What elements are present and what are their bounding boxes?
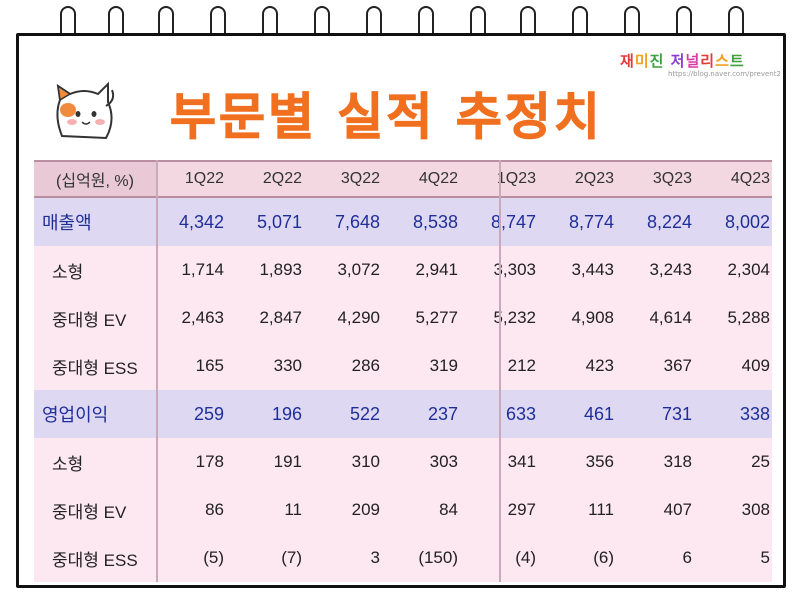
table-cell: 319: [429, 356, 458, 375]
row-label: 중대형 EV: [52, 310, 127, 330]
table-cell: (6): [593, 548, 614, 567]
table-row: 소형 178 191 310 303 341 356 318 25: [34, 438, 772, 486]
brand-logo: 재미진 저널리스트: [620, 52, 745, 70]
table-cell: 212: [507, 356, 536, 375]
table-cell: (5): [203, 548, 224, 567]
table-cell: (4): [515, 548, 536, 567]
table-cell: 338: [739, 403, 770, 424]
table-cell: 1,714: [181, 260, 224, 279]
row-label: 중대형 ESS: [52, 358, 138, 378]
table-cell: 310: [351, 452, 380, 471]
table-cell: 4,614: [649, 308, 692, 327]
brand-url: https://blog.naver.com/prevent2: [668, 70, 781, 78]
table-cell: 407: [663, 500, 692, 519]
row-label: 영업이익: [42, 405, 109, 425]
table-cell: 178: [195, 452, 224, 471]
table-cell: 196: [271, 403, 302, 424]
table-row: 중대형 ESS 165 330 286 319 212 423 367 409: [34, 342, 772, 390]
column-header: 4Q22: [418, 170, 458, 187]
unit-label: (십억원, %): [34, 162, 156, 196]
table-cell: 423: [585, 356, 614, 375]
table-row: 중대형 EV 86 11 209 84 297 111 407 308: [34, 486, 772, 534]
table-cell: 522: [349, 403, 380, 424]
table-cell: 8,774: [568, 211, 614, 232]
table-cell: 5,288: [727, 308, 770, 327]
table-cell: 6: [682, 548, 692, 567]
table-cell: 461: [583, 403, 614, 424]
table-cell: 286: [351, 356, 380, 375]
table-cell: 4,908: [571, 308, 614, 327]
table-cell: 341: [507, 452, 536, 471]
column-header: 3Q22: [340, 170, 380, 187]
table-cell: 84: [439, 500, 458, 519]
table-cell: 330: [273, 356, 302, 375]
table-cell: 731: [661, 403, 692, 424]
table-cell: 356: [585, 452, 614, 471]
table-cell: 8,002: [724, 211, 770, 232]
table-cell: 86: [205, 500, 224, 519]
table-cell: 259: [193, 403, 224, 424]
table-cell: 25: [751, 452, 770, 471]
table-cell: 3,443: [571, 260, 614, 279]
table-row: 소형 1,714 1,893 3,072 2,941 3,303 3,443 3,243 2,3…: [34, 246, 772, 294]
table-cell: 191: [273, 452, 302, 471]
table-row: 중대형 EV 2,463 2,847 4,290 5,277 5,232 4,908 4,61…: [34, 294, 772, 342]
row-label: 소형: [52, 262, 84, 282]
table-cell: 318: [663, 452, 692, 471]
financial-table: (십억원, %) 1Q22 2Q22 3Q22 4Q22 1Q23 2Q23 3Q23 4Q23…: [34, 160, 772, 582]
table-cell: 2,847: [259, 308, 302, 327]
table-cell: 209: [351, 500, 380, 519]
table-cell: 303: [429, 452, 458, 471]
table-cell: 165: [195, 356, 224, 375]
table-cell: 11: [284, 500, 302, 519]
table-cell: 8,538: [412, 211, 458, 232]
table-cell: 4,290: [337, 308, 380, 327]
table-cell: (7): [281, 548, 302, 567]
table-row: 매출액 4,342 5,071 7,648 8,538 8,747 8,774 8,224 8,…: [34, 198, 772, 246]
row-label: 중대형 EV: [52, 502, 127, 522]
table-cell: 2,941: [415, 260, 458, 279]
table-cell: (150): [418, 548, 458, 567]
year-divider: [499, 160, 501, 582]
label-divider: [156, 160, 158, 582]
table-cell: 5,232: [493, 308, 536, 327]
column-header: 2Q23: [574, 170, 614, 187]
table-row: 중대형 ESS (5) (7) 3 (150) (4) (6) 6 5: [34, 534, 772, 582]
page-title: 부문별 실적 추정치: [170, 88, 603, 147]
table-cell: 2,463: [181, 308, 224, 327]
column-header: 3Q23: [652, 170, 692, 187]
table-cell: 3: [370, 548, 380, 567]
table-cell: 3,303: [493, 260, 536, 279]
column-header: 1Q23: [496, 170, 536, 187]
column-header: 1Q22: [184, 170, 224, 187]
table-cell: 3,243: [649, 260, 692, 279]
row-label: 중대형 ESS: [52, 550, 138, 570]
table-cell: 308: [741, 500, 770, 519]
table-cell: 5,277: [415, 308, 458, 327]
table-cell: 1,893: [259, 260, 302, 279]
table-cell: 297: [507, 500, 536, 519]
table-cell: 4,342: [178, 211, 224, 232]
table-cell: 8,224: [646, 211, 692, 232]
table-cell: 5,071: [256, 211, 302, 232]
table-cell: 8,747: [490, 211, 536, 232]
table-cell: 111: [588, 500, 614, 519]
table-cell: 237: [427, 403, 458, 424]
table-cell: 2,304: [727, 260, 770, 279]
table-cell: 367: [663, 356, 692, 375]
column-header: 2Q22: [262, 170, 302, 187]
table-cell: 409: [741, 356, 770, 375]
column-header: 4Q23: [730, 170, 770, 187]
table-header-row: (십억원, %) 1Q22 2Q22 3Q22 4Q22 1Q23 2Q23 3Q23 4Q23: [34, 160, 772, 198]
table-cell: 7,648: [334, 211, 380, 232]
cat-mascot-icon: [56, 81, 115, 140]
row-label: 매출액: [42, 213, 92, 233]
table-cell: 3,072: [337, 260, 380, 279]
table-cell: 633: [505, 403, 536, 424]
row-label: 소형: [52, 454, 84, 474]
table-row: 영업이익 259 196 522 237 633 461 731 338: [34, 390, 772, 438]
table-cell: 5: [760, 548, 770, 567]
